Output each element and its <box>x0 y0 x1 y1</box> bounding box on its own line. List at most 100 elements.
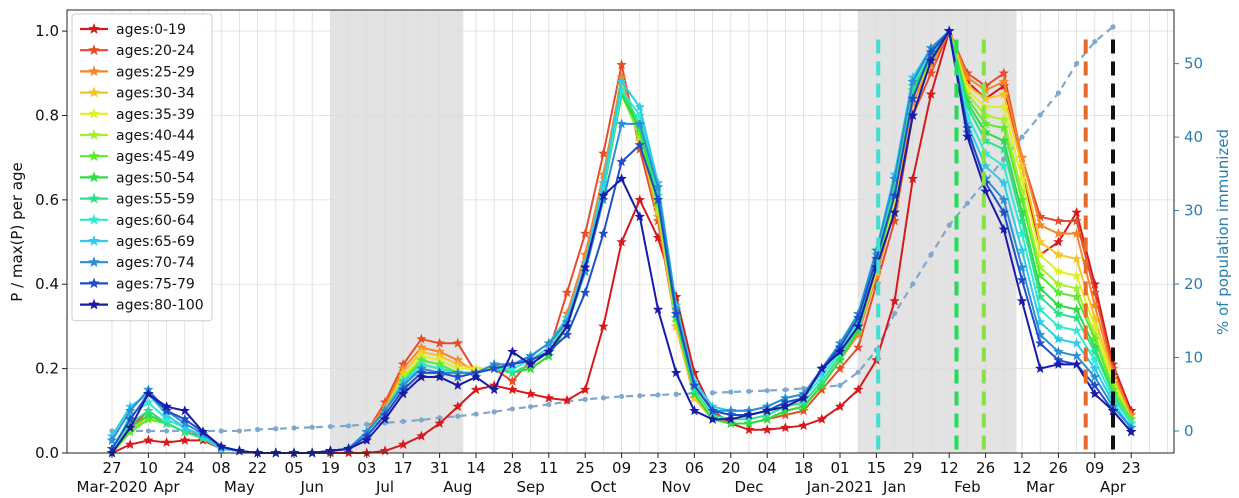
immunized-point <box>273 426 279 432</box>
series-point <box>616 59 627 70</box>
series-point <box>434 371 445 382</box>
y-tick-label: 0.4 <box>35 275 59 293</box>
series-point <box>889 190 900 201</box>
series-point <box>161 418 172 428</box>
series-point <box>1089 278 1100 289</box>
series-point <box>671 367 682 378</box>
x-tick-label: 04 <box>758 459 777 477</box>
series-point <box>780 422 791 433</box>
immunized-point <box>946 222 952 228</box>
series-point <box>798 405 809 416</box>
series-point <box>1053 320 1064 331</box>
series-point <box>343 443 354 454</box>
series-point <box>1089 388 1100 399</box>
y2-tick-label: 50 <box>1184 55 1203 73</box>
series-point <box>1071 207 1082 217</box>
series-point <box>816 384 827 395</box>
series-point <box>161 413 172 424</box>
series-point <box>671 308 682 319</box>
series-point <box>998 223 1009 234</box>
series-point <box>507 384 518 395</box>
x-tick-label: 15 <box>867 459 886 477</box>
immunized-point <box>291 425 297 431</box>
x-tick-label: 09 <box>1085 459 1104 477</box>
immunized-point <box>164 428 170 434</box>
series-point <box>925 59 937 70</box>
series-point <box>834 350 846 361</box>
legend-swatch-star <box>88 107 100 119</box>
series-point <box>762 424 773 435</box>
series-point <box>762 405 773 416</box>
series-point <box>907 173 918 184</box>
series-point <box>834 363 846 374</box>
series-point <box>1089 333 1100 344</box>
series-point <box>507 375 518 386</box>
x-tick-label: 25 <box>576 459 595 477</box>
series-point <box>743 424 755 435</box>
legend-swatch-star <box>88 256 100 268</box>
series-point <box>507 367 518 378</box>
immunized-point <box>837 382 843 389</box>
series-point <box>525 363 536 374</box>
series-point <box>1053 346 1064 357</box>
series-point <box>1016 261 1028 272</box>
series-point <box>561 329 573 340</box>
series-point <box>1035 236 1046 247</box>
series-point <box>834 401 846 411</box>
immunized-point <box>710 390 716 396</box>
series-point <box>288 447 300 458</box>
immunized-point <box>1055 90 1061 96</box>
legend-swatch-star <box>88 44 100 56</box>
series-point <box>743 409 755 420</box>
series-point <box>379 445 391 456</box>
series-point <box>580 384 591 395</box>
series-point <box>1089 312 1100 323</box>
series-point <box>361 447 372 458</box>
legend-label: ages:75-79 <box>116 276 195 292</box>
series-point <box>143 396 154 407</box>
series-point <box>1071 253 1082 264</box>
series-point <box>580 261 591 272</box>
series-point <box>616 173 627 184</box>
y2-tick-label: 30 <box>1184 202 1203 220</box>
series-point <box>1016 173 1028 184</box>
immunized-point <box>673 391 679 397</box>
legend-label: ages:80-100 <box>116 298 204 314</box>
series-point <box>980 185 991 196</box>
immunized-point <box>309 424 315 430</box>
series-point <box>816 375 827 386</box>
series-point <box>652 232 664 243</box>
y2-tick-label: 20 <box>1184 275 1203 293</box>
series-point <box>543 350 554 361</box>
x-month-label: Apr <box>1100 478 1127 496</box>
immunized-point <box>1019 134 1025 140</box>
series-point <box>434 337 445 348</box>
series-point <box>616 118 627 129</box>
series-point <box>452 337 463 348</box>
series-point <box>143 409 154 420</box>
series-point <box>161 405 172 416</box>
legend-swatch-star <box>88 171 100 183</box>
series-point <box>598 177 609 188</box>
series-point <box>507 346 518 357</box>
immunized-point <box>364 421 370 427</box>
series-point <box>998 177 1009 188</box>
series-point <box>1016 160 1028 171</box>
legend-label: ages:0-19 <box>116 22 186 38</box>
legend-swatch-star <box>88 235 100 246</box>
series-point <box>179 418 190 428</box>
series-point <box>525 358 536 369</box>
series-point <box>1053 236 1064 247</box>
immunized-point <box>1037 112 1043 118</box>
series-point <box>634 194 645 205</box>
legend-entry: ages:40-44 <box>80 128 195 144</box>
series-point <box>507 363 518 374</box>
series-point <box>1016 194 1028 205</box>
series-point <box>798 396 809 407</box>
series-point <box>1071 291 1082 302</box>
series-point <box>561 320 573 331</box>
series-point <box>1035 363 1046 374</box>
series-point <box>616 84 627 95</box>
x-month-label: Jan-2021 <box>806 478 874 496</box>
series-point <box>998 76 1009 87</box>
